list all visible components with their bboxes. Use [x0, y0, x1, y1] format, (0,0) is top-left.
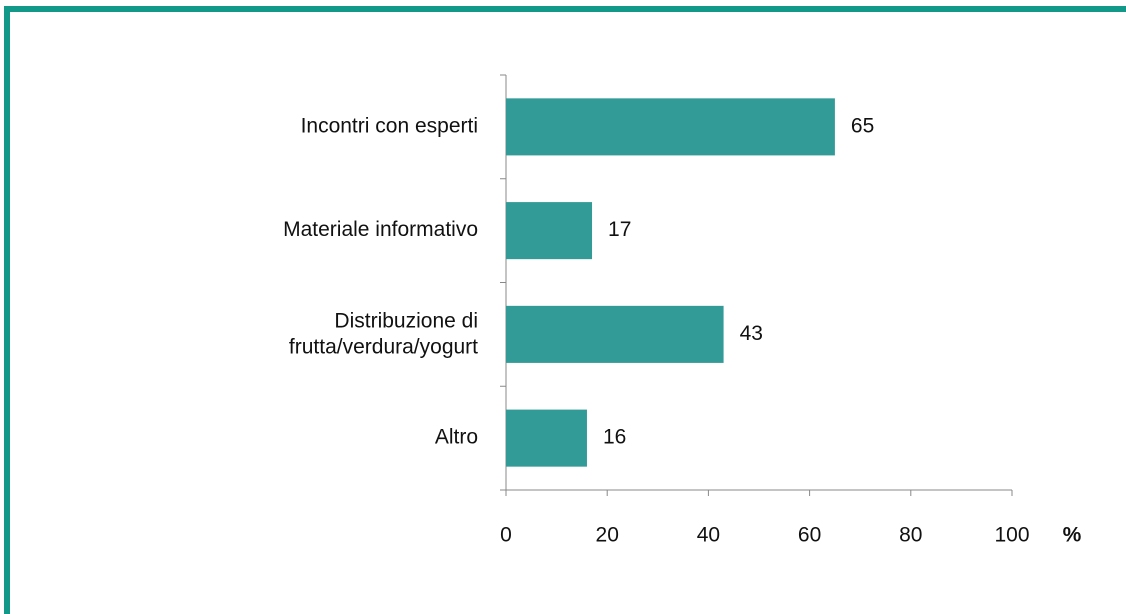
x-tick-label: 60: [798, 524, 821, 547]
value-label: 17: [608, 218, 631, 241]
y-tick-label: Materiale informativo: [283, 218, 478, 241]
x-tick-label: 20: [596, 524, 619, 547]
y-tick-label: Distribuzione di frutta/verdura/yogurt: [289, 309, 478, 358]
bar: [506, 305, 724, 363]
value-label: 16: [603, 426, 626, 449]
y-tick-label: Altro: [435, 426, 478, 449]
x-tick-label: 100: [994, 524, 1029, 547]
bar: [506, 98, 835, 156]
value-label: 65: [851, 114, 874, 137]
x-tick-label: 40: [697, 524, 720, 547]
bar: [506, 202, 593, 260]
bar: [506, 409, 587, 467]
x-axis-label: %: [1063, 524, 1082, 547]
value-label: 43: [740, 322, 763, 345]
x-tick-label: 80: [899, 524, 922, 547]
x-tick-label: 0: [500, 524, 512, 547]
y-tick-label: Incontri con esperti: [301, 114, 478, 137]
